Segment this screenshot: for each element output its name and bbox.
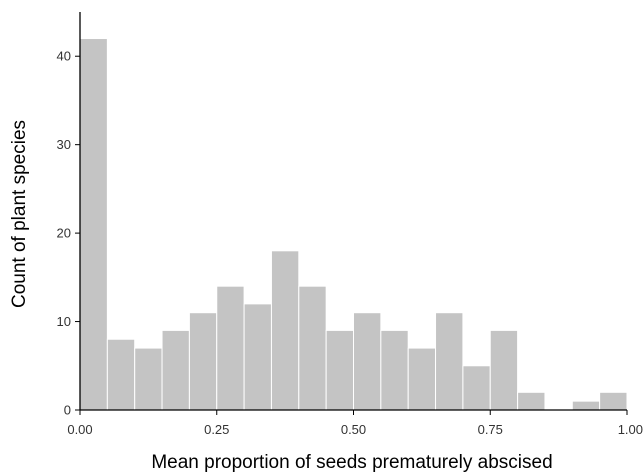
histogram-bar (161, 329, 190, 411)
histogram-bar (380, 329, 409, 411)
histogram-bar (462, 365, 491, 411)
x-tick-label: 0.50 (341, 422, 366, 437)
histogram-bar (270, 250, 300, 411)
histogram-bar (599, 391, 628, 411)
histogram-bar (353, 312, 382, 411)
histogram-bar (325, 329, 354, 411)
histogram-bar (243, 303, 272, 411)
y-ticks-group: 0 10 20 30 40 (57, 49, 80, 418)
y-axis-title: Count of plant species (9, 120, 30, 308)
x-axis-title: Mean proportion of seeds prematurely abs… (151, 452, 552, 473)
histogram-bar (571, 400, 601, 411)
x-tick-label: 1.00 (618, 422, 643, 437)
y-tick-label: 30 (57, 137, 71, 152)
x-ticks-group: 0.00 0.25 0.50 0.75 1.00 (67, 410, 643, 437)
histogram-bar (298, 285, 327, 411)
y-tick-label: 40 (57, 49, 71, 64)
histogram-bar (517, 391, 546, 411)
histogram-bar (435, 312, 464, 411)
histogram-bar (407, 347, 437, 411)
bars-group (79, 38, 628, 411)
histogram-bar (79, 38, 108, 411)
histogram-bar (188, 312, 218, 411)
x-tick-label: 0.25 (204, 422, 229, 437)
histogram-bar (106, 338, 136, 411)
y-tick-label: 20 (57, 226, 71, 241)
y-tick-label: 10 (57, 314, 71, 329)
histogram-bar (134, 347, 163, 411)
x-tick-label: 0.00 (67, 422, 92, 437)
y-tick-label: 0 (64, 403, 71, 418)
histogram-bar (489, 329, 519, 411)
histogram-bar (216, 285, 245, 411)
x-tick-label: 0.75 (478, 422, 503, 437)
